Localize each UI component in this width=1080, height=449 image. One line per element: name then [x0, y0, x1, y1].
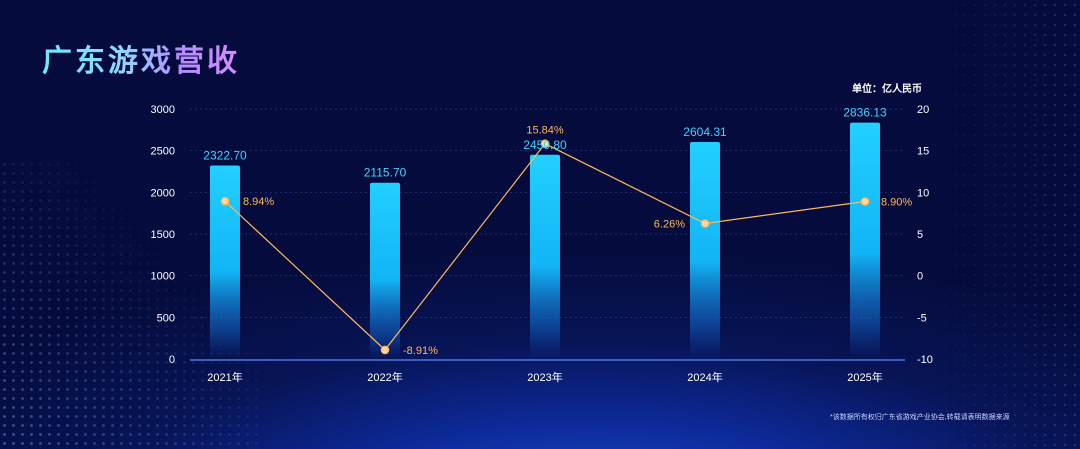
growth-rate-label: 8.90%	[881, 197, 912, 209]
bar-value-label: 2604.31	[683, 125, 727, 139]
decorative-dots-right	[880, 0, 1080, 449]
growth-rate-point[interactable]	[540, 139, 550, 148]
growth-rate-label: 6.26%	[654, 219, 685, 231]
source-footnote: *该数据所有权归广东省游戏产业协会,转载请表明数据来源	[830, 414, 1010, 421]
x-tick-label: 2021年	[207, 370, 242, 384]
chart-title: 广东游戏营收	[42, 36, 240, 80]
y-left-tick-label: 500	[157, 312, 175, 324]
bar[interactable]	[690, 141, 720, 359]
bar-value-label: 2836.13	[843, 106, 887, 120]
growth-rate-point[interactable]	[700, 219, 710, 228]
x-tick-label: 2023年	[527, 370, 562, 384]
growth-rate-point[interactable]	[860, 197, 870, 206]
bar-value-label: 2322.70	[203, 148, 247, 162]
bar[interactable]	[370, 182, 400, 359]
y-right-tick-label: 20	[917, 104, 929, 116]
y-left-tick-label: 2000	[151, 187, 175, 199]
growth-rate-label: 8.94%	[243, 196, 274, 208]
bar-value-label: 2450.80	[523, 138, 567, 152]
growth-rate-point[interactable]	[380, 345, 390, 355]
x-tick-label: 2024年	[687, 370, 722, 384]
y-right-tick-label: 10	[917, 187, 929, 199]
y-right-tick-label: -10	[917, 354, 933, 366]
x-tick-label: 2025年	[847, 370, 882, 384]
y-right-tick-label: -5	[917, 312, 927, 324]
y-left-tick-label: 1500	[151, 229, 175, 241]
x-tick-label: 2022年	[367, 370, 402, 384]
y-left-tick-label: 0	[169, 354, 175, 366]
bar[interactable]	[210, 165, 240, 359]
growth-rate-label: -8.91%	[403, 345, 438, 357]
y-right-tick-label: 5	[917, 229, 923, 241]
growth-rate-label: 15.84%	[526, 125, 564, 137]
y-right-tick-label: 0	[917, 271, 923, 283]
bar[interactable]	[530, 154, 560, 359]
y-left-tick-label: 1000	[151, 271, 175, 283]
unit-label: 单位：亿人民币	[852, 84, 922, 95]
bar[interactable]	[850, 122, 880, 360]
bar-value-label: 2115.70	[364, 166, 407, 180]
y-left-tick-label: 2500	[151, 146, 175, 158]
growth-rate-point[interactable]	[220, 196, 230, 206]
y-right-tick-label: 15	[917, 146, 929, 158]
y-left-tick-label: 3000	[151, 104, 175, 116]
